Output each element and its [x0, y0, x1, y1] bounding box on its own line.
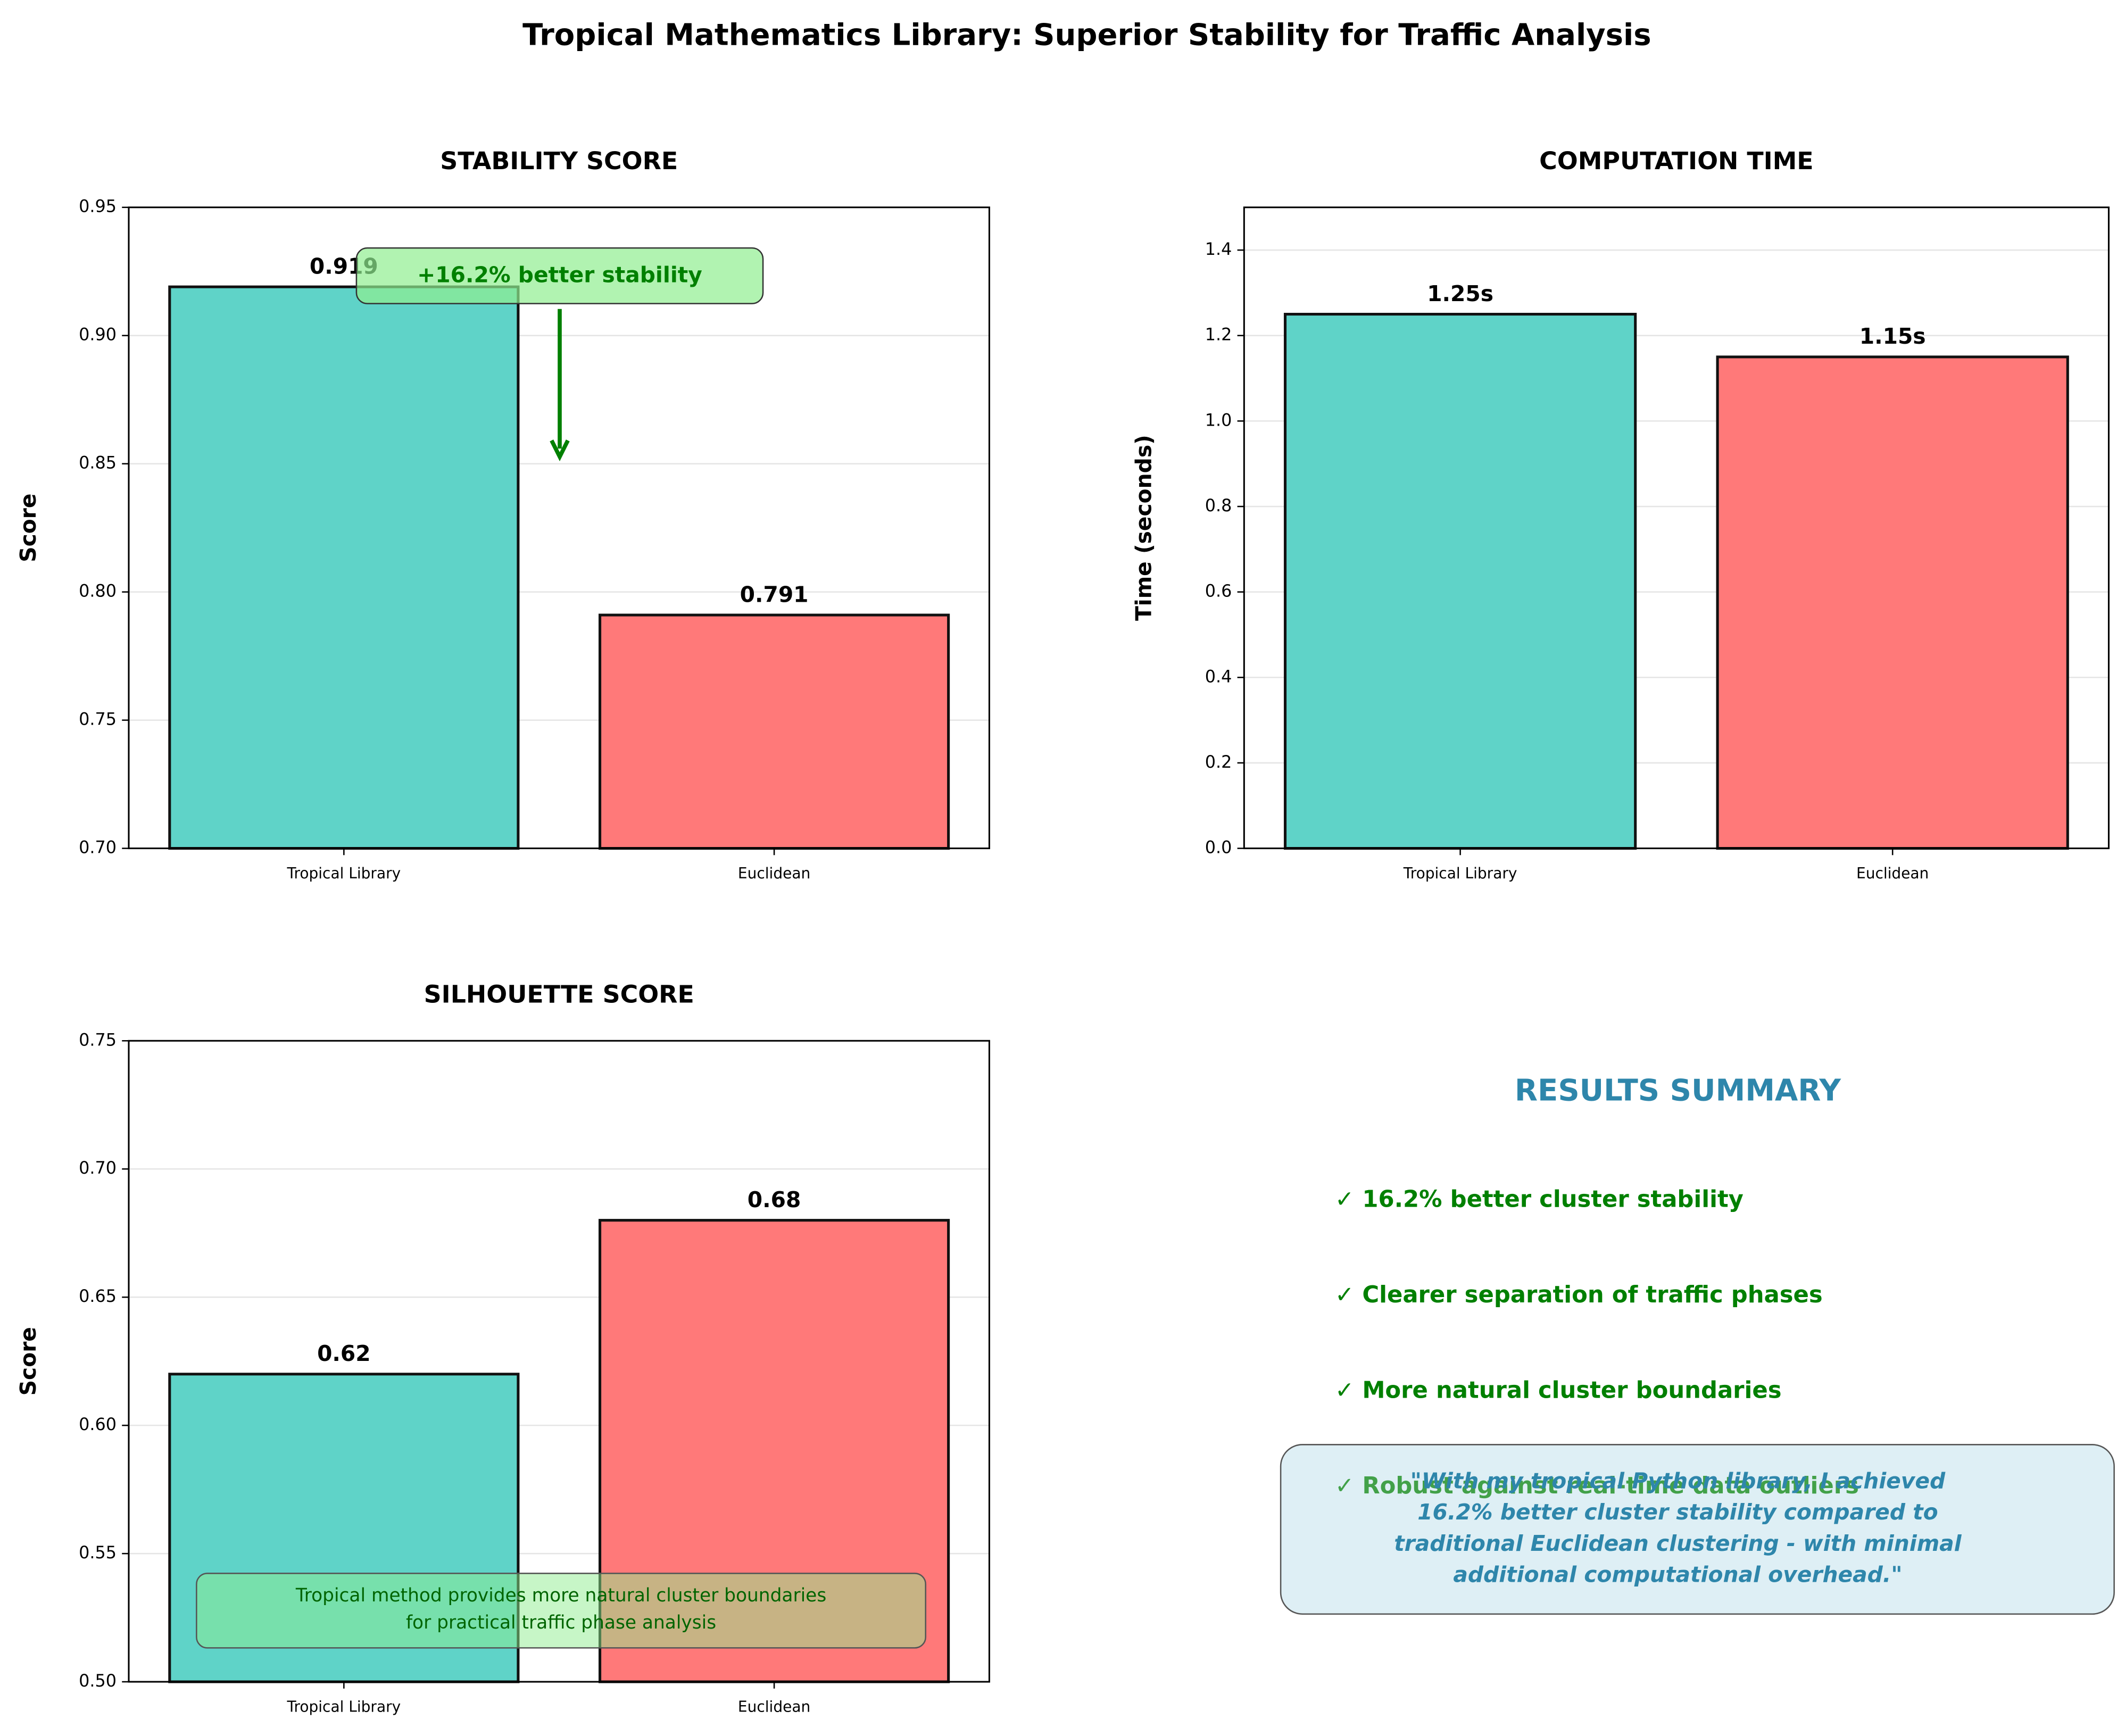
y-tick-label: 0.50 — [79, 1671, 117, 1691]
axes-frame — [1243, 206, 2110, 850]
y-tick-label: 0.6 — [1205, 581, 1232, 601]
y-tick-label: 1.4 — [1205, 239, 1232, 259]
y-axis-label: Score — [15, 1327, 41, 1396]
annotation-text: for practical traffic phase analysis — [406, 1612, 716, 1633]
y-tick-label: 1.2 — [1205, 325, 1232, 345]
value-label: 1.25s — [1427, 281, 1493, 306]
summary-item: ✓ 16.2% better cluster stability — [1335, 1186, 1744, 1212]
chart-title: SILHOUETTE SCORE — [424, 980, 694, 1009]
y-tick-label: 0.2 — [1205, 752, 1232, 772]
y-tick-label: 0.0 — [1205, 837, 1232, 858]
axes-frame — [128, 206, 990, 850]
x-tick-label: Euclidean — [738, 1698, 810, 1715]
x-tick-label: Euclidean — [738, 865, 810, 882]
chart-title: STABILITY SCORE — [440, 146, 678, 175]
quote-line: traditional Euclidean clustering - with … — [1394, 1531, 1962, 1556]
annotation-text: +16.2% better stability — [417, 262, 702, 288]
y-tick-label: 0.70 — [79, 837, 117, 858]
x-tick-label: Tropical Library — [286, 865, 401, 882]
quote-line: "With my tropical Python library, I achi… — [1410, 1468, 1946, 1494]
y-tick-label: 0.85 — [79, 453, 117, 473]
bar — [599, 613, 950, 850]
figure-title: Tropical Mathematics Library: Superior S… — [522, 18, 1651, 52]
value-label: 0.791 — [740, 582, 809, 607]
value-label: 1.15s — [1860, 323, 1926, 349]
y-tick-label: 0.90 — [79, 325, 117, 345]
y-axis-label: Score — [15, 494, 41, 562]
y-tick-label: 0.80 — [79, 581, 117, 601]
y-tick-label: 0.55 — [79, 1542, 117, 1563]
y-tick-label: 0.75 — [79, 1029, 117, 1050]
axes-frame — [128, 1040, 990, 1683]
quote-line: 16.2% better cluster stability compared … — [1417, 1499, 1938, 1525]
y-tick-label: 0.60 — [79, 1414, 117, 1434]
annotation-box — [355, 247, 764, 304]
bar — [1283, 312, 1637, 850]
bar — [1716, 355, 2069, 850]
summary-title: RESULTS SUMMARY — [1515, 1074, 1841, 1108]
summary-item: ✓ Clearer separation of traffic phases — [1335, 1282, 1823, 1308]
annotation-box — [196, 1573, 927, 1649]
x-tick-label: Tropical Library — [1403, 865, 1517, 882]
value-label: 0.68 — [748, 1187, 801, 1212]
annotation-text: Tropical method provides more natural cl… — [295, 1585, 826, 1606]
value-label: 0.62 — [317, 1341, 371, 1366]
summary-item: ✓ More natural cluster boundaries — [1335, 1377, 1782, 1403]
y-tick-label: 0.8 — [1205, 495, 1232, 516]
chart-title: COMPUTATION TIME — [1539, 146, 1813, 175]
y-tick-label: 0.70 — [79, 1158, 117, 1178]
annotation-arrowhead — [550, 439, 570, 461]
y-tick-label: 0.95 — [79, 196, 117, 217]
y-tick-label: 0.65 — [79, 1286, 117, 1306]
x-tick-label: Tropical Library — [286, 1698, 401, 1715]
y-axis-label: Time (seconds) — [1131, 435, 1156, 621]
bar — [168, 285, 520, 850]
y-tick-label: 1.0 — [1205, 410, 1232, 430]
quote-line: additional computational overhead." — [1453, 1561, 1902, 1587]
y-tick-label: 0.4 — [1205, 666, 1232, 686]
x-tick-label: Euclidean — [1856, 865, 1929, 882]
quote-box — [1280, 1444, 2115, 1615]
summary-item: ✓ Robust against real-time data outliers — [1335, 1473, 1859, 1499]
y-tick-label: 0.75 — [79, 709, 117, 729]
